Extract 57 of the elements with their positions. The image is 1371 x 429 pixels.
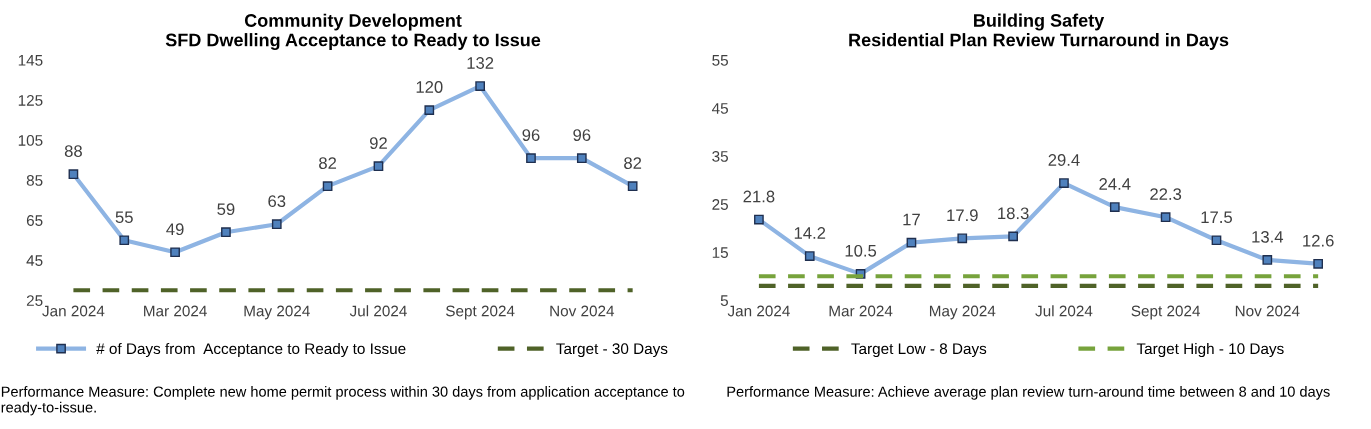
data-label: 132 [467, 57, 494, 69]
y-tick-label: 65 [26, 215, 43, 226]
chart-title: Community Development SFD Dwelling Acceptance to Ready to Issue [165, 13, 541, 50]
data-label: 24.4 [1099, 178, 1131, 190]
y-tick-label: 25 [26, 295, 43, 306]
data-label: 49 [166, 223, 184, 236]
data-label: 82 [319, 157, 337, 169]
data-label: 17.9 [947, 209, 978, 222]
data-label: 63 [268, 195, 286, 208]
y-tick-label: 25 [712, 199, 728, 210]
data-label: 10.5 [845, 244, 877, 257]
x-tick-label: Jul 2024 [1035, 305, 1093, 317]
y-tick-label: 45 [711, 103, 728, 114]
data-label: 12.6 [1303, 234, 1334, 247]
data-label: 22.3 [1150, 188, 1182, 200]
x-tick-label: Sept 2024 [1131, 305, 1201, 320]
data-label: 120 [416, 81, 443, 93]
data-label: 17 [903, 213, 920, 226]
legend-label: Target - 30 Days [556, 343, 668, 358]
data-label: 18.3 [998, 207, 1029, 220]
data-label: 17.5 [1201, 211, 1232, 224]
data-label: 21.8 [743, 190, 775, 203]
data-label: 96 [522, 129, 540, 141]
x-tick-label: Jan 2024 [42, 305, 105, 317]
y-tick-label: 145 [18, 55, 43, 66]
data-label: 59 [217, 203, 235, 216]
data-label: 14.2 [794, 227, 826, 239]
x-tick-label: Jan 2024 [727, 305, 790, 317]
data-label: 92 [369, 137, 387, 149]
x-tick-label: May 2024 [929, 305, 996, 320]
x-tick-label: May 2024 [244, 305, 310, 320]
x-tick-label: Nov 2024 [1235, 305, 1300, 317]
x-tick-label: Jul 2024 [349, 305, 407, 317]
y-tick-label: 105 [18, 135, 43, 146]
y-tick-label: 35 [712, 151, 728, 162]
x-tick-label: Mar 2024 [829, 305, 893, 317]
data-label: 82 [624, 157, 642, 169]
y-tick-label: 5 [720, 295, 728, 306]
y-tick-label: 85 [26, 175, 43, 186]
y-tick-label: 15 [712, 247, 728, 258]
legend-label: Target Low - 8 Days [851, 343, 987, 358]
y-tick-label: 125 [18, 94, 43, 106]
legend-label: Target High - 10 Days [1136, 342, 1284, 358]
chart-title: Building Safety Residential Plan Review Turnaround in Days [849, 13, 1229, 50]
text: Performance Measure: Achieve average plan review turn-around time between 8 and 10 days [727, 386, 1330, 400]
data-label: 88 [64, 145, 82, 157]
x-tick-label: Mar 2024 [144, 305, 207, 317]
x-tick-label: Sept 2024 [446, 305, 515, 320]
data-label: 55 [115, 211, 133, 224]
y-tick-label: 45 [26, 255, 43, 266]
x-tick-label: Nov 2024 [550, 305, 615, 317]
data-label: 13.4 [1252, 230, 1284, 243]
y-tick-label: 55 [712, 55, 728, 66]
data-label: 96 [573, 129, 591, 141]
legend-label: # of Days from Acceptance to Ready to Issue [96, 342, 406, 358]
data-label: 29.4 [1048, 154, 1080, 166]
text: Performance Measure: Complete new home permit process within 30 days from application acceptance to ready-to-issue. [1, 386, 685, 416]
